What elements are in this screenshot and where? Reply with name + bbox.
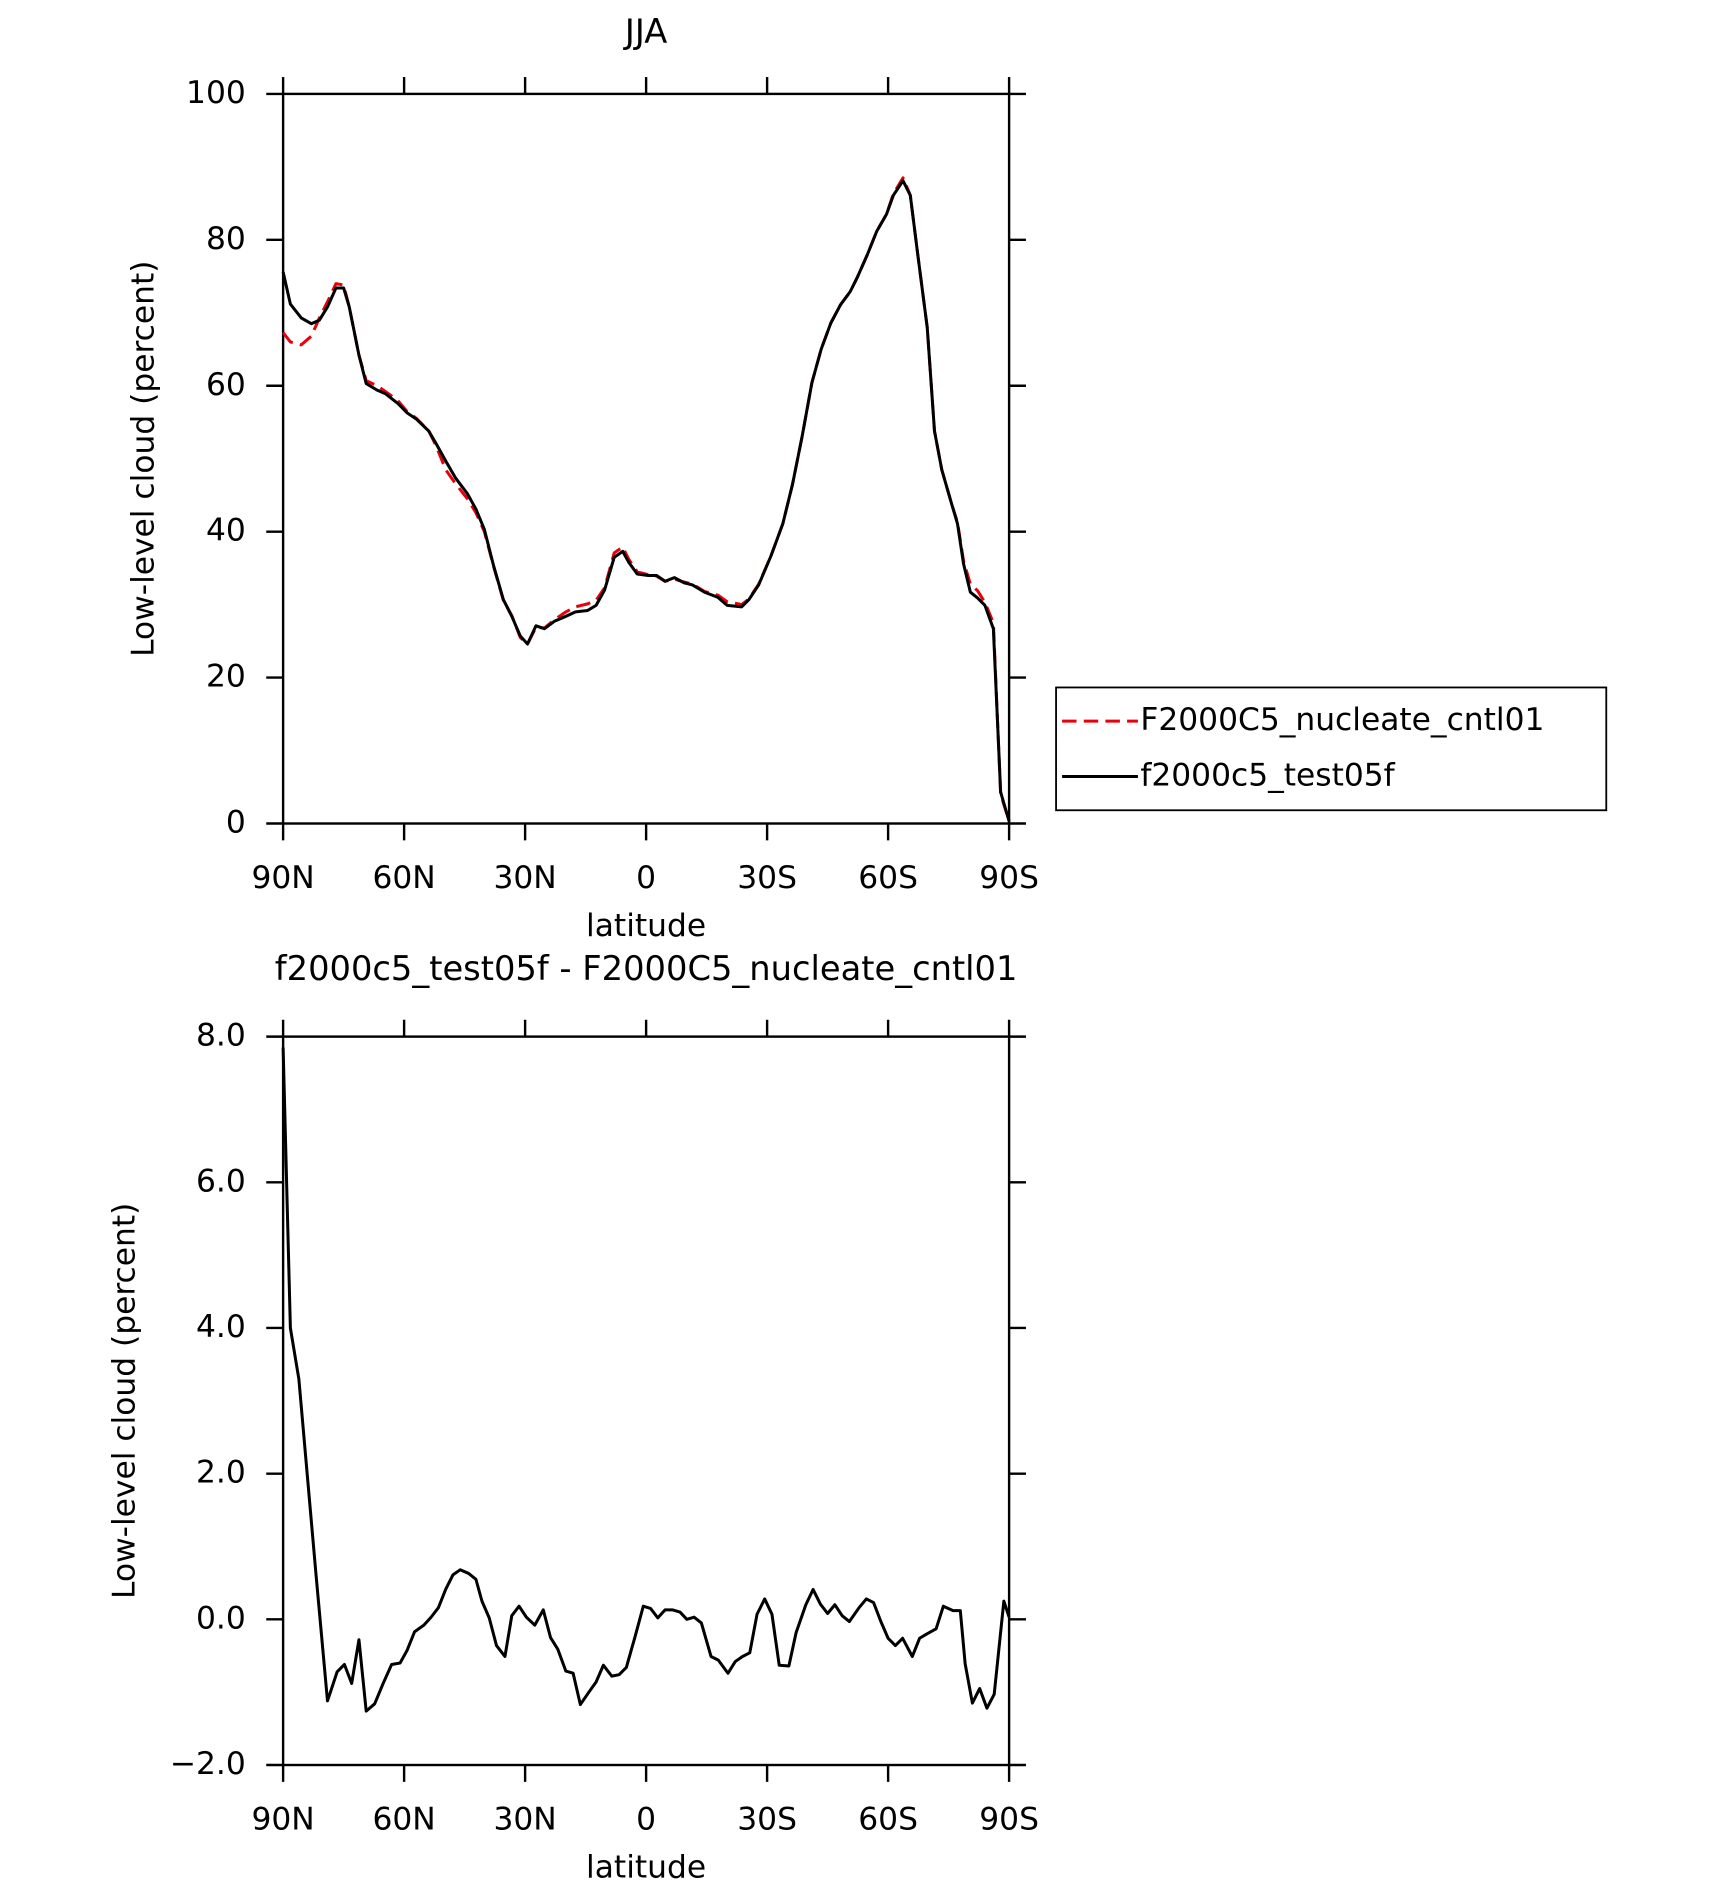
legend-label: f2000c5_test05f: [1140, 758, 1395, 794]
plot-frame: [281, 92, 1011, 825]
x-tick-label: 90S: [979, 1801, 1039, 1837]
chart-title: JJA: [623, 12, 667, 51]
x-tick-label: 60N: [372, 1801, 435, 1837]
x-tick-label: 60S: [858, 1801, 918, 1837]
y-tick-label: 40: [206, 513, 246, 549]
y-tick-label: 0.0: [196, 1600, 246, 1636]
x-tick-label: 30N: [493, 1801, 556, 1837]
y-tick-label: 100: [186, 75, 246, 111]
y-tick-label: 80: [206, 221, 246, 257]
x-tick-label: 30S: [737, 860, 797, 896]
y-tick-label: 8.0: [196, 1018, 246, 1054]
x-tick-label: 30N: [493, 860, 556, 896]
chart-title: f2000c5_test05f - F2000C5_nucleate_cntl0…: [275, 949, 1018, 988]
y-tick-label: 60: [206, 367, 246, 403]
y-tick-label: −2.0: [170, 1746, 246, 1782]
legend-box: [1055, 686, 1608, 812]
data-line: [281, 179, 1011, 822]
y-tick-label: 20: [206, 659, 246, 695]
x-tick-label: 0: [636, 1801, 656, 1837]
x-axis-label: latitude: [586, 908, 706, 944]
x-tick-label: 90N: [251, 1801, 314, 1837]
x-tick-label: 0: [636, 860, 656, 896]
x-tick-label: 60S: [858, 860, 918, 896]
y-axis-label: Low-level cloud (percent): [106, 1203, 142, 1599]
data-line: [281, 1047, 1011, 1713]
x-axis-label: latitude: [586, 1850, 706, 1883]
x-tick-label: 30S: [737, 1801, 797, 1837]
y-tick-label: 4.0: [196, 1309, 246, 1345]
plot-frame: [281, 1035, 1011, 1767]
x-tick-label: 60N: [372, 860, 435, 896]
x-tick-label: 90N: [251, 860, 314, 896]
legend-label: F2000C5_nucleate_cntl01: [1140, 702, 1544, 738]
y-axis-label: Low-level cloud (percent): [126, 261, 162, 657]
y-tick-label: 2.0: [196, 1455, 246, 1491]
y-tick-label: 0: [226, 805, 246, 841]
y-tick-label: 6.0: [196, 1163, 246, 1199]
data-line: [281, 176, 1011, 822]
x-tick-label: 90S: [979, 860, 1039, 896]
